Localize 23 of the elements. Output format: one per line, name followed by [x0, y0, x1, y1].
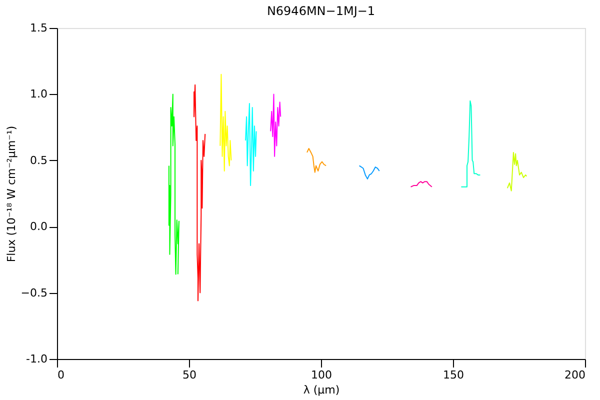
line-series — [358, 165, 380, 180]
line-series — [460, 100, 481, 188]
x-tick-label: 200 — [564, 368, 586, 382]
x-axis-title: λ (μm) — [303, 384, 340, 396]
line-series — [168, 94, 180, 275]
y-tick-label: -1.0 — [26, 352, 48, 366]
chart-title: N6946MN−1MJ−1 — [266, 4, 376, 18]
line-series — [194, 84, 206, 302]
y-axis-title: Flux (10⁻¹⁸ W cm⁻²μm⁻¹) — [4, 126, 18, 262]
y-tick-label: 0.5 — [30, 154, 48, 167]
x-tick-label: 50 — [182, 368, 196, 382]
line-series — [506, 152, 528, 192]
y-tick-label: −0.5 — [20, 286, 48, 300]
x-tick-label: 0 — [58, 368, 64, 382]
line-series — [270, 94, 282, 157]
y-tick-label: 1.0 — [30, 88, 48, 101]
y-tick-label: 0.0 — [30, 220, 48, 234]
line-series — [306, 148, 327, 173]
x-tick-label: 150 — [443, 368, 464, 382]
x-tick-label: 100 — [311, 368, 332, 382]
line-series — [244, 102, 257, 186]
line-series — [220, 74, 232, 172]
y-tick-label: 1.5 — [30, 22, 48, 34]
